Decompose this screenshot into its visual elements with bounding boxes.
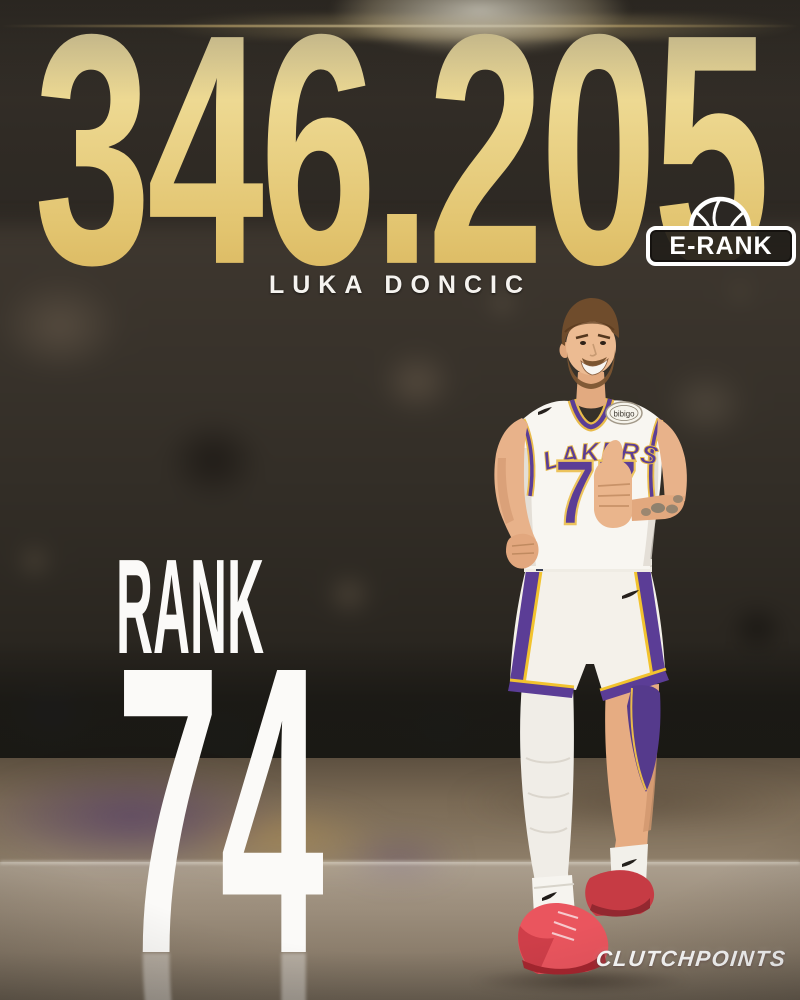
sponsor-patch-label: bibigo (614, 410, 636, 419)
nike-swoosh-icon (542, 892, 557, 901)
floor-highlight-line (0, 861, 800, 864)
rank-value: 74 (116, 650, 325, 960)
nike-swoosh-icon (622, 859, 637, 867)
nike-swoosh-icon (622, 590, 639, 599)
basketball-icon (688, 196, 752, 230)
player-hair (561, 297, 620, 346)
rank-label-graphic: RANK (116, 550, 264, 662)
erank-badge: E-RANK (646, 192, 796, 270)
player-head (559, 297, 620, 409)
player-right-arm (494, 418, 539, 569)
player-shorts (508, 559, 669, 792)
player-left-arm (593, 418, 687, 528)
erank-badge-box: E-RANK (646, 226, 796, 266)
player-front-leg (518, 684, 609, 975)
player-jersey: LAKERS 77 bibigo (518, 397, 664, 569)
rank-value-graphic: 74 (116, 650, 325, 960)
court-center-logo-blur (0, 748, 800, 928)
player-smile (580, 357, 609, 376)
shorts-side-flap (627, 685, 661, 792)
svg-text:74: 74 (116, 953, 325, 1000)
player-name: LUKA DONCIC (268, 271, 532, 299)
watermark-text: CLUTCHPOINTS (594, 946, 788, 971)
nike-swoosh-icon (538, 407, 552, 415)
rank-label: RANK (116, 550, 264, 662)
rank-value-reflection: 74 (116, 953, 325, 1000)
lens-flare-glow (280, 0, 680, 70)
player-photo: LAKERS 77 bibigo (494, 297, 687, 975)
player-beard (567, 350, 615, 389)
erank-label: E-RANK (669, 231, 773, 260)
thumbs-up-fist (593, 459, 632, 528)
